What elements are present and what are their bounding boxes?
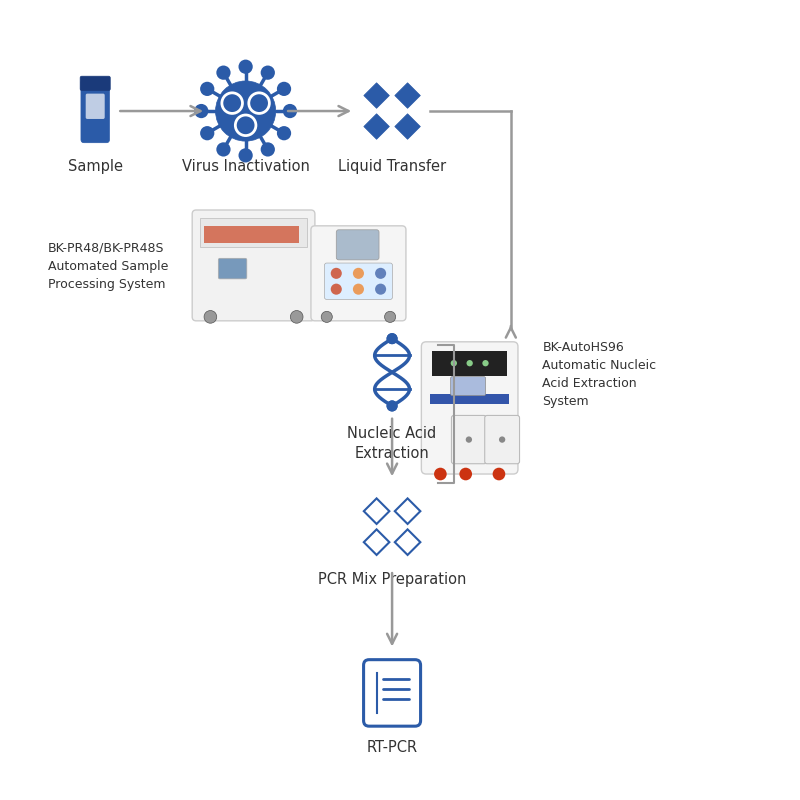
Circle shape bbox=[386, 400, 398, 411]
Circle shape bbox=[466, 437, 472, 442]
FancyBboxPatch shape bbox=[336, 230, 379, 260]
Circle shape bbox=[222, 93, 242, 114]
Text: BK-PR48/BK-PR48S
Automated Sample
Processing System: BK-PR48/BK-PR48S Automated Sample Proces… bbox=[48, 242, 168, 290]
Circle shape bbox=[330, 284, 342, 294]
Circle shape bbox=[330, 268, 342, 279]
Text: Nucleic Acid
Extraction: Nucleic Acid Extraction bbox=[347, 426, 437, 461]
Polygon shape bbox=[364, 114, 390, 139]
Circle shape bbox=[238, 59, 253, 74]
Polygon shape bbox=[394, 82, 420, 108]
Circle shape bbox=[459, 468, 472, 480]
Circle shape bbox=[283, 104, 297, 118]
Bar bbox=[204, 226, 299, 243]
Circle shape bbox=[200, 82, 214, 96]
FancyBboxPatch shape bbox=[485, 415, 519, 464]
Text: Liquid Transfer: Liquid Transfer bbox=[338, 158, 446, 174]
Text: Sample: Sample bbox=[68, 158, 122, 174]
Text: Virus Inactivation: Virus Inactivation bbox=[182, 158, 310, 174]
Circle shape bbox=[353, 284, 364, 294]
Circle shape bbox=[386, 333, 398, 344]
Circle shape bbox=[386, 333, 398, 344]
Circle shape bbox=[238, 148, 253, 162]
FancyBboxPatch shape bbox=[218, 258, 247, 279]
Circle shape bbox=[277, 82, 291, 96]
Text: BK-AutoHS96
Automatic Nucleic
Acid Extraction
System: BK-AutoHS96 Automatic Nucleic Acid Extra… bbox=[542, 341, 657, 408]
FancyBboxPatch shape bbox=[80, 76, 110, 90]
Circle shape bbox=[216, 142, 230, 157]
FancyBboxPatch shape bbox=[311, 226, 406, 321]
Circle shape bbox=[375, 284, 386, 294]
Text: PCR Mix Preparation: PCR Mix Preparation bbox=[318, 572, 466, 586]
Circle shape bbox=[215, 81, 276, 141]
Circle shape bbox=[322, 311, 332, 322]
Circle shape bbox=[493, 468, 506, 480]
Bar bbox=[433, 350, 507, 376]
Bar bbox=[430, 394, 510, 404]
Circle shape bbox=[261, 142, 275, 157]
Polygon shape bbox=[394, 114, 420, 139]
FancyBboxPatch shape bbox=[422, 342, 518, 474]
Polygon shape bbox=[364, 82, 390, 108]
Circle shape bbox=[277, 126, 291, 140]
Circle shape bbox=[290, 310, 303, 323]
Circle shape bbox=[261, 66, 275, 80]
Circle shape bbox=[450, 360, 457, 366]
Circle shape bbox=[434, 468, 446, 480]
FancyBboxPatch shape bbox=[450, 377, 486, 396]
Circle shape bbox=[200, 126, 214, 140]
Circle shape bbox=[249, 93, 270, 114]
Circle shape bbox=[204, 310, 217, 323]
Circle shape bbox=[375, 268, 386, 279]
Circle shape bbox=[499, 437, 506, 442]
Text: RT-PCR: RT-PCR bbox=[366, 741, 418, 755]
Bar bbox=[200, 218, 307, 247]
FancyBboxPatch shape bbox=[86, 94, 105, 119]
FancyBboxPatch shape bbox=[363, 660, 421, 726]
FancyBboxPatch shape bbox=[81, 79, 110, 142]
Circle shape bbox=[385, 311, 396, 322]
Circle shape bbox=[194, 104, 209, 118]
Circle shape bbox=[386, 400, 398, 411]
Circle shape bbox=[466, 360, 473, 366]
FancyBboxPatch shape bbox=[192, 210, 315, 321]
Circle shape bbox=[353, 268, 364, 279]
Circle shape bbox=[235, 115, 256, 135]
Circle shape bbox=[482, 360, 489, 366]
FancyBboxPatch shape bbox=[451, 415, 486, 464]
FancyBboxPatch shape bbox=[324, 263, 393, 299]
Circle shape bbox=[216, 66, 230, 80]
